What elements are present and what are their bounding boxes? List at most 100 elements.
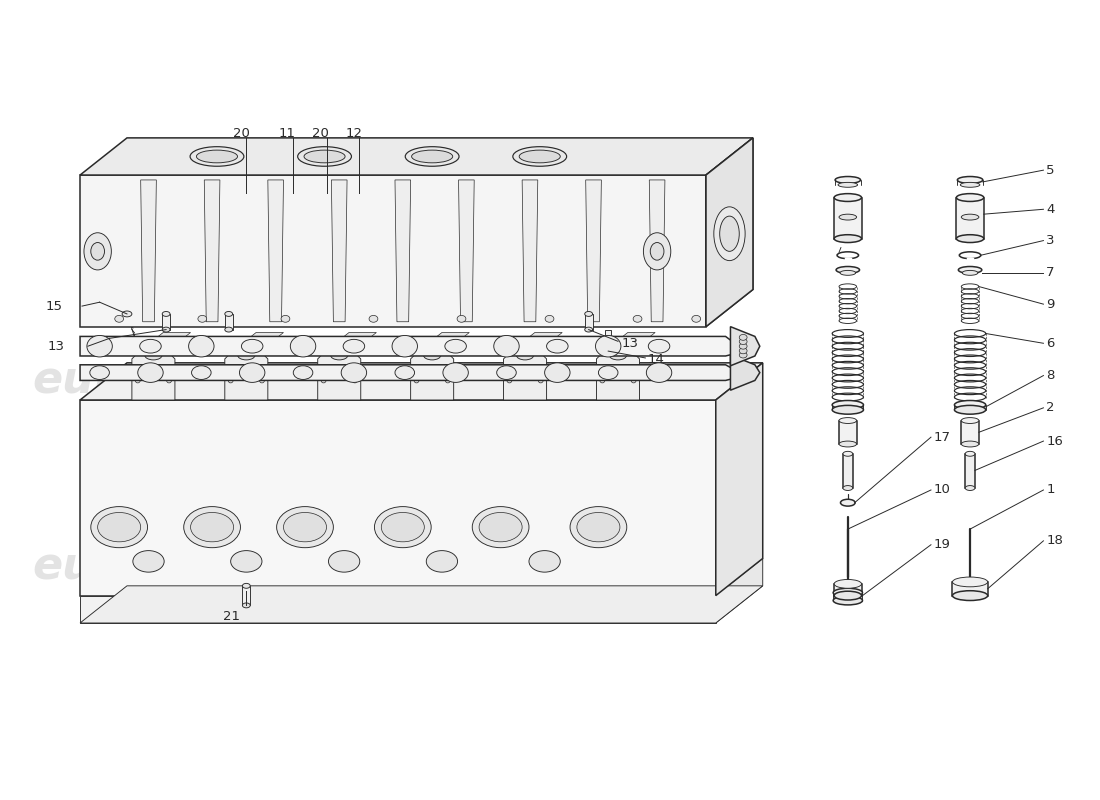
Ellipse shape (585, 327, 593, 332)
Text: 6: 6 (1046, 337, 1055, 350)
Ellipse shape (546, 315, 554, 322)
Polygon shape (834, 584, 861, 596)
Ellipse shape (840, 499, 855, 506)
Text: 20: 20 (233, 127, 250, 141)
Ellipse shape (739, 334, 747, 340)
Ellipse shape (692, 315, 701, 322)
Polygon shape (132, 351, 175, 400)
Ellipse shape (955, 406, 986, 414)
Ellipse shape (198, 315, 207, 322)
Text: 17: 17 (934, 430, 950, 444)
Ellipse shape (961, 441, 979, 447)
Polygon shape (205, 180, 220, 322)
Ellipse shape (839, 214, 857, 220)
Text: 21: 21 (223, 610, 240, 623)
Ellipse shape (957, 177, 982, 183)
Ellipse shape (458, 315, 466, 322)
Polygon shape (706, 138, 752, 326)
Polygon shape (232, 333, 284, 351)
Polygon shape (649, 180, 664, 322)
Text: 3: 3 (1046, 234, 1055, 247)
Ellipse shape (190, 146, 244, 166)
Ellipse shape (382, 513, 425, 542)
Ellipse shape (290, 335, 316, 357)
Polygon shape (706, 138, 752, 326)
Polygon shape (512, 333, 562, 351)
Ellipse shape (965, 486, 975, 490)
Ellipse shape (576, 513, 620, 542)
Ellipse shape (833, 588, 862, 597)
Ellipse shape (133, 550, 164, 572)
Ellipse shape (956, 234, 983, 242)
Ellipse shape (392, 335, 418, 357)
Ellipse shape (961, 214, 979, 220)
Ellipse shape (962, 270, 978, 275)
Ellipse shape (330, 350, 348, 360)
Ellipse shape (343, 339, 365, 353)
Ellipse shape (90, 366, 109, 379)
Ellipse shape (960, 182, 980, 187)
Ellipse shape (321, 378, 326, 383)
Ellipse shape (739, 348, 747, 354)
Text: 8: 8 (1046, 369, 1055, 382)
Ellipse shape (585, 311, 593, 316)
Polygon shape (80, 596, 716, 623)
Text: 1: 1 (1046, 483, 1055, 497)
Ellipse shape (513, 146, 566, 166)
Bar (224, 314, 232, 330)
Ellipse shape (648, 339, 670, 353)
Ellipse shape (719, 216, 739, 251)
Polygon shape (730, 355, 760, 390)
Ellipse shape (444, 339, 466, 353)
Ellipse shape (843, 451, 852, 456)
Ellipse shape (443, 363, 469, 382)
Polygon shape (318, 351, 361, 400)
Bar (605, 330, 612, 351)
Ellipse shape (242, 583, 250, 588)
Ellipse shape (224, 327, 232, 332)
Ellipse shape (162, 311, 170, 316)
Polygon shape (80, 586, 762, 623)
Ellipse shape (480, 513, 522, 542)
Polygon shape (80, 400, 716, 596)
Ellipse shape (98, 513, 141, 542)
Ellipse shape (497, 366, 516, 379)
Text: 10: 10 (934, 483, 950, 497)
Ellipse shape (595, 335, 620, 357)
Ellipse shape (91, 242, 104, 260)
Ellipse shape (472, 506, 529, 548)
Polygon shape (716, 558, 762, 623)
Polygon shape (80, 138, 752, 175)
Polygon shape (953, 582, 988, 596)
Ellipse shape (965, 451, 975, 456)
Ellipse shape (739, 338, 747, 345)
Ellipse shape (135, 378, 140, 383)
Ellipse shape (138, 363, 163, 382)
Bar (585, 314, 593, 330)
Polygon shape (80, 365, 745, 381)
Ellipse shape (260, 378, 264, 383)
Polygon shape (596, 351, 639, 400)
Text: eurospares: eurospares (389, 369, 671, 412)
Ellipse shape (91, 506, 147, 548)
Polygon shape (522, 180, 538, 322)
Ellipse shape (87, 335, 112, 357)
Ellipse shape (516, 350, 534, 360)
Ellipse shape (294, 366, 312, 379)
Ellipse shape (284, 513, 327, 542)
Text: 16: 16 (1046, 434, 1064, 447)
Ellipse shape (494, 335, 519, 357)
Bar (834, 198, 861, 238)
Ellipse shape (280, 315, 289, 322)
Polygon shape (140, 333, 190, 351)
Ellipse shape (224, 311, 232, 316)
Ellipse shape (190, 513, 233, 542)
Ellipse shape (836, 266, 859, 274)
Ellipse shape (427, 550, 458, 572)
Polygon shape (141, 180, 156, 322)
Text: 19: 19 (934, 538, 950, 551)
Ellipse shape (956, 194, 983, 202)
Ellipse shape (570, 506, 627, 548)
Ellipse shape (238, 350, 255, 360)
Ellipse shape (341, 363, 366, 382)
